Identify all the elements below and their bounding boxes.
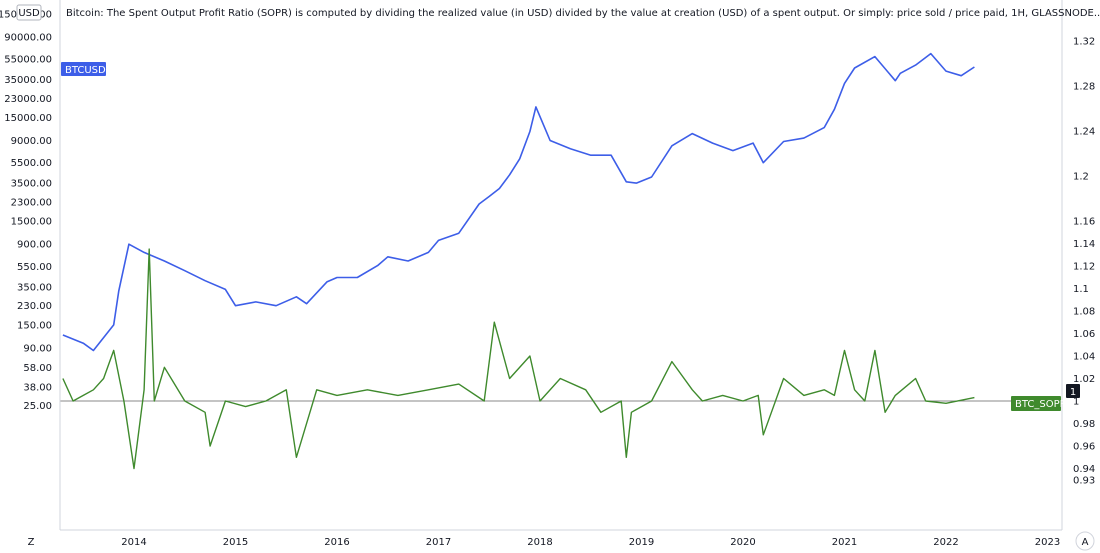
right-tick-label: 1.08 (1073, 307, 1095, 318)
right-tick-label: 1.12 (1073, 262, 1095, 273)
x-tick-label: 2023 (1035, 537, 1060, 548)
left-tick-label: 55000.00 (4, 55, 52, 66)
x-tick-label: 2022 (933, 537, 958, 548)
left-tick-label: 9000.00 (11, 136, 52, 147)
left-tick-label: 550.00 (17, 262, 52, 273)
right-tick-label: 0.93 (1073, 475, 1095, 486)
right-sopr-axis[interactable]: 1.32 1.28 1.24 1.2 1.16 1.14 1.12 1.1 1.08 1.06 1.… (1061, 0, 1095, 530)
right-tick-label: 1.16 (1073, 217, 1095, 228)
left-tick-label: 25.00 (23, 401, 52, 412)
right-tick-label: 1.14 (1073, 239, 1095, 250)
x-tick-label: 2014 (121, 537, 146, 548)
left-tick-label: 23000.00 (4, 94, 52, 105)
left-tick-label: 230.00 (17, 301, 52, 312)
auto-scale-toggle-button[interactable]: A (1075, 531, 1095, 551)
right-tick-label: 1.32 (1073, 37, 1095, 48)
x-tick-label: 2017 (426, 537, 451, 548)
right-tick-label: 0.98 (1073, 419, 1095, 430)
chart-description: Bitcoin: The Spent Output Profit Ratio (… (66, 8, 1100, 19)
unit-badge[interactable]: USD (16, 4, 42, 21)
right-tick-label: 1.24 (1073, 127, 1095, 138)
series-group (62, 52, 975, 470)
sopr-line[interactable] (62, 248, 975, 470)
sopr-series-tag: BTC_SOPR (1011, 396, 1067, 411)
left-tick-label: 1500.00 (11, 217, 52, 228)
right-tick-label: 1.1 (1073, 284, 1089, 295)
x-tick-label: 2015 (223, 537, 248, 548)
left-tick-label: 2300.00 (11, 197, 52, 208)
btcusd-tag-label: BTCUSD (65, 65, 106, 76)
right-tick-label: 1.06 (1073, 329, 1095, 340)
x-tick-label: 2020 (730, 537, 755, 548)
right-tick-label: 1.2 (1073, 172, 1089, 183)
right-tick-label: 1 (1073, 397, 1079, 408)
left-tick-label: 38.00 (23, 382, 52, 393)
left-tick-label: 58.00 (23, 363, 52, 374)
unit-badge-label: USD (18, 8, 40, 19)
x-tick-label: 2019 (629, 537, 654, 548)
right-tick-label: 1.04 (1073, 352, 1095, 363)
left-tick-label: 3500.00 (11, 179, 52, 190)
left-tick-label: 35000.00 (4, 75, 52, 86)
right-tick-label: 0.96 (1073, 442, 1095, 453)
time-axis[interactable]: 2014 2015 2016 2017 2018 2019 2020 2021 2022 2023 (60, 529, 1062, 548)
right-tick-label: 0.94 (1073, 464, 1095, 475)
left-tick-label: 5500.00 (11, 158, 52, 169)
right-tick-label: 1.02 (1073, 374, 1095, 385)
left-tick-label: 15000.00 (4, 113, 52, 124)
left-tick-label: 90000.00 (4, 32, 52, 43)
btcusd-series-tag: BTCUSD (61, 62, 106, 76)
sopr-tag-label: BTC_SOPR (1015, 399, 1067, 410)
left-tick-label: 90.00 (23, 343, 52, 354)
current-value-tag: 1 (1066, 384, 1080, 398)
left-tick-label: 900.00 (17, 240, 52, 251)
log-scale-toggle-button[interactable]: Z (28, 537, 35, 548)
left-tick-label: 150.00 (17, 320, 52, 331)
x-tick-label: 2016 (324, 537, 349, 548)
right-tick-label: 1.28 (1073, 82, 1095, 93)
btcusd-line[interactable] (62, 52, 975, 352)
left-tick-label: 350.00 (17, 282, 52, 293)
left-price-axis[interactable]: 150000.0090000.0055000.0035000.0023000.0… (0, 0, 61, 530)
x-tick-label: 2018 (527, 537, 552, 548)
auto-scale-label: A (1082, 537, 1089, 548)
x-tick-label: 2021 (832, 537, 857, 548)
current-value-label: 1 (1070, 387, 1076, 398)
